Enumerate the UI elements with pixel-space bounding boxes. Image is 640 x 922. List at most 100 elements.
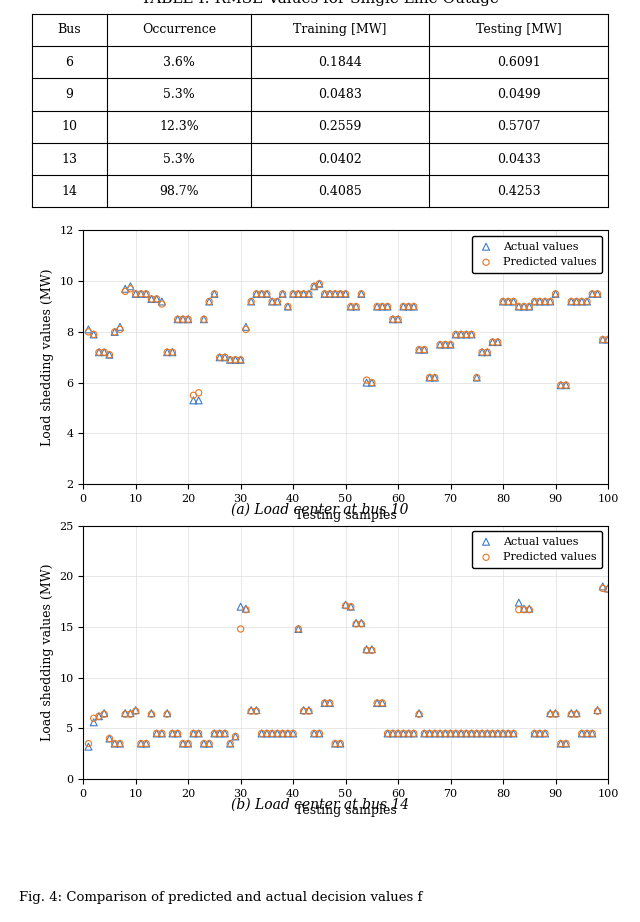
Actual values [267,294,277,309]
Predicted values [157,727,167,741]
Predicted values [152,727,162,741]
Predicted values [109,736,120,751]
Predicted values [440,727,451,741]
Actual values [257,727,267,741]
Predicted values [220,350,230,365]
Text: 0.4085: 0.4085 [318,184,362,198]
Predicted values [545,707,556,722]
Actual values [545,706,556,721]
Actual values [403,727,413,741]
Predicted values [262,727,272,741]
Predicted values [335,736,346,751]
Predicted values [120,284,131,299]
Predicted values [199,312,209,326]
Predicted values [503,727,513,741]
Predicted values [346,299,356,313]
Predicted values [267,727,277,741]
Actual values [346,599,356,614]
Text: 14: 14 [61,184,77,198]
Predicted values [257,727,267,741]
Predicted values [262,287,272,301]
Predicted values [529,727,540,741]
Predicted values [214,350,225,365]
Actual values [88,327,99,342]
Predicted values [577,294,587,309]
Actual values [157,294,167,309]
Predicted values [467,327,477,342]
Actual values [524,299,534,313]
Predicted values [230,352,241,367]
Predicted values [236,621,246,636]
Actual values [131,287,141,301]
Actual values [330,736,340,751]
Actual values [220,727,230,741]
Predicted values [351,617,361,632]
Actual values [440,337,451,352]
Actual values [435,337,445,352]
Actual values [534,294,545,309]
Actual values [272,294,282,309]
Actual values [131,703,141,717]
Predicted values [288,727,298,741]
Predicted values [152,291,162,306]
Predicted values [398,299,408,313]
Actual values [288,287,298,301]
Actual values [529,294,540,309]
Predicted values [252,703,262,718]
Predicted values [414,342,424,357]
Actual values [94,345,104,360]
Predicted values [173,312,183,326]
Text: 98.7%: 98.7% [159,184,198,198]
Predicted values [173,727,183,741]
Actual values [314,727,324,741]
Predicted values [409,299,419,313]
Actual values [519,299,529,313]
Predicted values [403,299,413,313]
Predicted values [324,287,335,301]
Actual values [529,727,540,741]
Actual values [193,727,204,741]
Predicted values [278,727,288,741]
Actual values [162,345,172,360]
Predicted values [461,727,472,741]
Actual values [577,727,587,741]
Predicted values [178,736,188,751]
Predicted values [519,299,529,313]
Predicted values [472,727,482,741]
Predicted values [488,335,498,349]
Actual values [540,727,550,741]
Actual values [503,727,513,741]
Actual values [204,294,214,309]
Predicted values [293,621,303,636]
Actual values [309,279,319,294]
Actual values [109,736,120,751]
Actual values [236,599,246,614]
Predicted values [582,727,592,741]
Predicted values [409,727,419,741]
Predicted values [304,287,314,301]
Predicted values [109,325,120,339]
Actual values [534,727,545,741]
Actual values [173,312,183,326]
Text: 12.3%: 12.3% [159,120,199,134]
Actual values [335,736,346,751]
Predicted values [272,727,282,741]
Predicted values [147,291,157,306]
Actual values [482,727,492,741]
Predicted values [267,294,277,309]
Actual values [330,287,340,301]
Predicted values [99,707,109,722]
Actual values [262,727,272,741]
Predicted values [188,727,198,741]
Actual values [167,345,177,360]
Predicted values [540,294,550,309]
Actual values [283,299,293,313]
Predicted values [330,287,340,301]
Predicted values [550,707,561,722]
Actual values [419,342,429,357]
Actual values [278,727,288,741]
Actual values [362,642,372,656]
Actual values [230,729,241,744]
Actual values [477,345,487,360]
Predicted values [545,294,556,309]
